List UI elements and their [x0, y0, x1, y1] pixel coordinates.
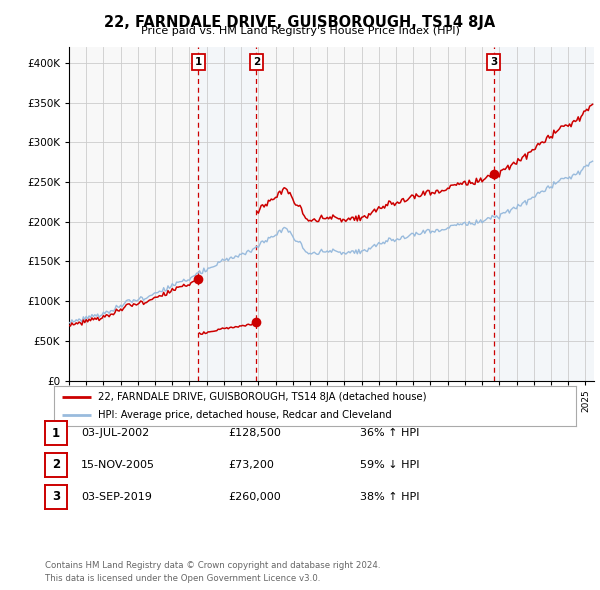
Text: 03-SEP-2019: 03-SEP-2019 — [81, 492, 152, 502]
Text: 2: 2 — [253, 57, 260, 67]
Text: 1: 1 — [52, 427, 60, 440]
Text: 36% ↑ HPI: 36% ↑ HPI — [360, 428, 419, 438]
Text: 38% ↑ HPI: 38% ↑ HPI — [360, 492, 419, 502]
Text: Price paid vs. HM Land Registry's House Price Index (HPI): Price paid vs. HM Land Registry's House … — [140, 26, 460, 36]
Text: 1: 1 — [194, 57, 202, 67]
Text: HPI: Average price, detached house, Redcar and Cleveland: HPI: Average price, detached house, Redc… — [98, 410, 392, 420]
Text: 22, FARNDALE DRIVE, GUISBOROUGH, TS14 8JA: 22, FARNDALE DRIVE, GUISBOROUGH, TS14 8J… — [104, 15, 496, 30]
Text: 22, FARNDALE DRIVE, GUISBOROUGH, TS14 8JA (detached house): 22, FARNDALE DRIVE, GUISBOROUGH, TS14 8J… — [98, 392, 427, 402]
Text: 15-NOV-2005: 15-NOV-2005 — [81, 460, 155, 470]
Text: Contains HM Land Registry data © Crown copyright and database right 2024.: Contains HM Land Registry data © Crown c… — [45, 561, 380, 570]
Text: £73,200: £73,200 — [228, 460, 274, 470]
Text: This data is licensed under the Open Government Licence v3.0.: This data is licensed under the Open Gov… — [45, 574, 320, 583]
Text: 3: 3 — [490, 57, 497, 67]
Bar — [494, 47, 594, 381]
Text: 2: 2 — [52, 458, 60, 471]
Text: 59% ↓ HPI: 59% ↓ HPI — [360, 460, 419, 470]
Text: 03-JUL-2002: 03-JUL-2002 — [81, 428, 149, 438]
Bar — [198, 47, 256, 381]
Text: £260,000: £260,000 — [228, 492, 281, 502]
Text: 3: 3 — [52, 490, 60, 503]
Text: £128,500: £128,500 — [228, 428, 281, 438]
